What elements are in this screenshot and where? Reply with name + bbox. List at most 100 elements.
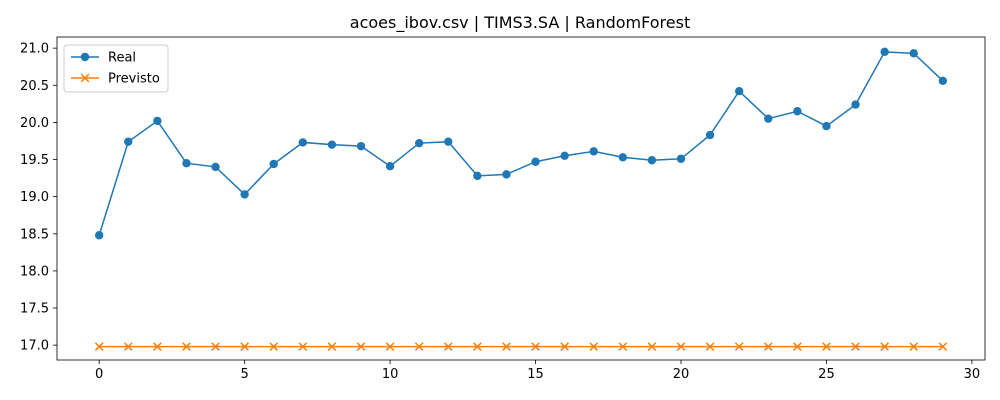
- marker-stroke: [414, 342, 424, 351]
- x-tick-label: 10: [382, 367, 399, 382]
- data-point-previsto: [822, 342, 831, 351]
- y-tick-label: 18.5: [20, 227, 49, 242]
- data-point-previsto: [938, 342, 948, 351]
- marker-stroke: [531, 342, 540, 351]
- marker-stroke: [473, 342, 482, 351]
- marker-stroke: [240, 342, 249, 351]
- data-point-previsto: [560, 342, 569, 351]
- data-point-real: [676, 154, 686, 163]
- marker-stroke: [123, 342, 133, 351]
- data-point-real: [938, 76, 948, 86]
- data-point-real: [124, 137, 133, 146]
- data-point-real: [589, 147, 598, 156]
- data-point-previsto: [385, 342, 395, 351]
- x-tick-label: 25: [818, 367, 835, 382]
- data-point-previsto: [298, 342, 308, 351]
- marker-stroke: [298, 342, 308, 351]
- data-point-real: [531, 157, 540, 166]
- marker-stroke: [211, 342, 220, 351]
- data-point-previsto: [880, 342, 889, 351]
- marker-stroke: [153, 342, 162, 351]
- data-point-previsto: [269, 342, 279, 351]
- data-point-real: [356, 141, 366, 151]
- marker-stroke: [443, 342, 453, 351]
- y-tick-label: 19.0: [20, 190, 49, 205]
- data-point-real: [851, 100, 860, 109]
- series-line-real: [98, 51, 944, 236]
- data-point-real: [269, 159, 278, 169]
- x-tick-label: 20: [673, 367, 690, 382]
- data-point-real: [502, 170, 511, 179]
- data-point-previsto: [356, 342, 366, 351]
- y-tick-label: 20.0: [20, 116, 49, 131]
- data-point-real: [444, 137, 453, 146]
- y-tick-label: 20.5: [20, 79, 49, 94]
- marker-stroke: [502, 342, 511, 351]
- data-point-real: [618, 153, 628, 162]
- data-point-real: [182, 159, 191, 168]
- y-tick-label: 21.0: [20, 42, 49, 57]
- data-point-real: [211, 162, 220, 172]
- y-tick-label: 17.0: [20, 339, 49, 354]
- x-tick-label: 15: [527, 367, 544, 382]
- data-point-real: [560, 151, 569, 161]
- data-point-real: [385, 162, 395, 171]
- marker-stroke: [618, 342, 628, 351]
- data-point-real: [414, 138, 424, 148]
- data-point-real: [705, 130, 715, 140]
- data-point-real: [298, 138, 308, 147]
- marker-stroke: [385, 342, 395, 351]
- data-point-previsto: [676, 342, 686, 351]
- legend-entry-previsto: Previsto: [71, 72, 160, 87]
- marker-stroke: [676, 342, 686, 351]
- data-point-real: [647, 156, 657, 165]
- marker-stroke: [851, 342, 860, 351]
- data-point-real: [94, 231, 104, 240]
- data-point-real: [822, 121, 831, 131]
- marker-stroke: [793, 342, 802, 351]
- axes-frame: [56, 36, 986, 361]
- plot-area: [94, 47, 948, 351]
- marker-stroke: [705, 342, 715, 351]
- marker-stroke: [182, 342, 191, 351]
- legend-label: Real: [108, 51, 136, 66]
- marker-stroke: [909, 342, 919, 351]
- x-tick-label: 30: [964, 367, 981, 382]
- legend-entry-real: Real: [71, 51, 136, 66]
- data-point-real: [473, 171, 482, 181]
- marker-stroke: [647, 342, 657, 351]
- data-point-previsto: [240, 342, 249, 351]
- data-point-real: [880, 47, 889, 57]
- data-point-real: [764, 114, 773, 123]
- data-point-previsto: [327, 342, 337, 351]
- data-point-previsto: [589, 342, 599, 351]
- data-point-previsto: [123, 342, 133, 351]
- data-point-previsto: [473, 342, 482, 351]
- data-point-previsto: [763, 342, 773, 351]
- marker-stroke: [880, 342, 889, 351]
- marker-stroke: [589, 342, 599, 351]
- data-point-previsto: [647, 342, 657, 351]
- data-point-real: [793, 107, 802, 116]
- data-point-previsto: [618, 342, 628, 351]
- data-point-real: [734, 87, 744, 96]
- chart-title: acoes_ibov.csv | TIMS3.SA | RandomForest: [350, 13, 690, 33]
- y-tick-label: 19.5: [20, 153, 49, 168]
- data-point-previsto: [153, 342, 162, 351]
- data-point-previsto: [705, 342, 715, 351]
- data-point-real: [240, 190, 249, 199]
- data-point-real: [153, 116, 162, 126]
- marker-stroke: [734, 342, 744, 351]
- data-point-previsto: [734, 342, 744, 351]
- marker-stroke: [269, 342, 279, 351]
- legend-marker: [80, 73, 90, 83]
- data-point-previsto: [443, 342, 453, 351]
- marker-stroke: [938, 342, 948, 351]
- marker-stroke: [356, 342, 366, 351]
- marker-stroke: [94, 342, 104, 351]
- data-point-previsto: [531, 342, 540, 351]
- y-tick-label: 18.0: [20, 264, 49, 279]
- marker-stroke: [327, 342, 337, 351]
